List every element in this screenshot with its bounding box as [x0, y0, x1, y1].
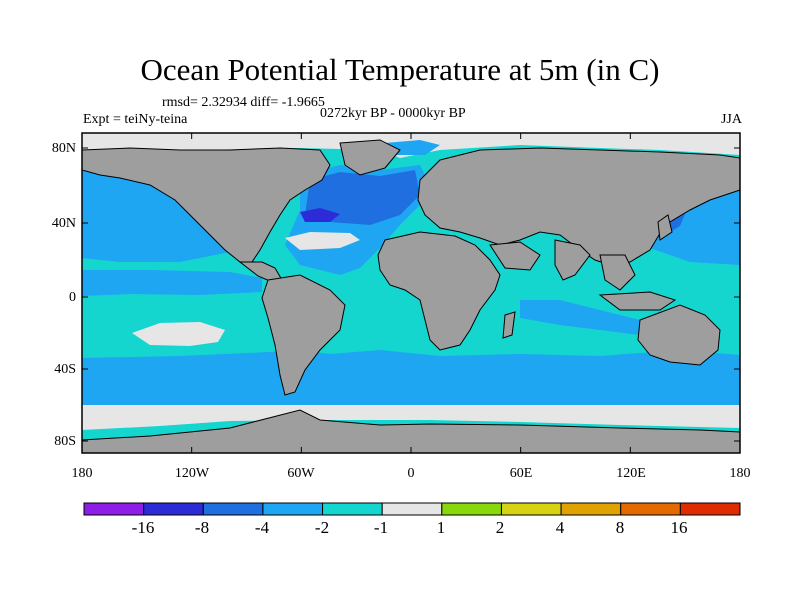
colorbar-label: -16 — [131, 518, 155, 537]
colorbar-label: -8 — [194, 518, 210, 537]
colorbar-label: 2 — [495, 518, 505, 537]
period-label: 0272kyr BP - 0000kyr BP — [320, 106, 466, 121]
lon-tick-180e: 180 — [729, 466, 751, 481]
colorbar-swatch — [620, 502, 681, 516]
south-pacific-near-zero — [132, 322, 225, 346]
greenland — [339, 139, 401, 176]
colorbar-swatch — [500, 502, 562, 516]
colorbar-label: -2 — [314, 518, 330, 537]
tropical-pacific-band — [82, 270, 262, 296]
colorbar-label: -4 — [254, 518, 270, 537]
colorbar-swatch — [381, 502, 443, 516]
land-masses — [81, 139, 741, 454]
colorbar-label: 8 — [615, 518, 625, 537]
arabia — [489, 241, 541, 271]
colorbar-swatch — [83, 502, 145, 516]
colorbar-swatch — [143, 502, 204, 516]
lon-tick-180w: 180 — [71, 466, 93, 481]
colorbar-label: 4 — [555, 518, 565, 537]
stats-label: rmsd= 2.32934 diff= -1.9665 — [162, 95, 325, 110]
lon-tick-0: 0 — [407, 466, 415, 481]
lon-tick-120w: 120W — [174, 466, 210, 481]
australia — [637, 304, 721, 366]
colorbar-swatch — [679, 502, 741, 516]
africa — [377, 231, 501, 351]
indonesia — [598, 291, 677, 311]
lat-tick-0: 0 — [69, 290, 76, 305]
lat-tick-40n: 40N — [51, 216, 76, 231]
lat-tick-40s: 40S — [54, 362, 76, 377]
colorbar-swatch — [441, 502, 502, 516]
north-atlantic-near-zero — [285, 232, 360, 250]
experiment-label: Expt = teiNy-teina — [83, 112, 188, 127]
india — [554, 239, 591, 281]
north-atlantic-darkest-blue — [300, 208, 340, 222]
lon-tick-120e: 120E — [616, 466, 646, 481]
southeast-asia — [599, 254, 636, 291]
south-america — [261, 274, 346, 396]
lat-tick-80n: 80N — [51, 141, 76, 156]
indian-ocean-blue — [520, 300, 640, 335]
colorbar-label: -1 — [373, 518, 389, 537]
tick-marks — [81, 133, 741, 453]
map-title: Ocean Potential Temperature at 5m (in C) — [140, 52, 660, 87]
colorbar-label: 1 — [436, 518, 446, 537]
southern-ocean-band — [82, 350, 740, 405]
colorbar — [83, 502, 741, 516]
japan — [657, 214, 673, 241]
madagascar — [502, 311, 516, 339]
lon-tick-60e: 60E — [509, 466, 533, 481]
season-label: JJA — [720, 112, 742, 127]
colorbar-swatch — [202, 502, 264, 516]
north-america — [81, 147, 331, 263]
map-layer — [81, 133, 741, 454]
lat-tick-80s: 80S — [54, 434, 76, 449]
ocean-anomaly-regions — [82, 133, 740, 430]
eurasia — [417, 147, 741, 266]
north-atlantic-deep-blue — [305, 170, 420, 225]
colorbar-label: 16 — [670, 518, 688, 537]
colorbar-swatch — [322, 502, 383, 516]
colorbar-swatch — [262, 502, 324, 516]
antarctic-margin-strip — [82, 405, 740, 430]
lon-tick-60w: 60W — [287, 466, 315, 481]
colorbar-swatch — [560, 502, 622, 516]
